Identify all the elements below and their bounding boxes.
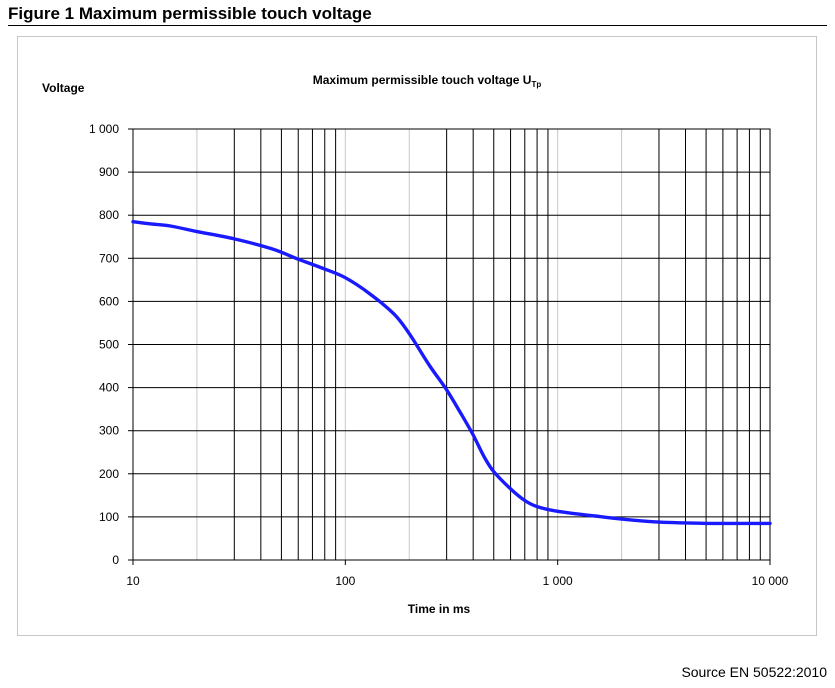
x-tick-label: 10 bbox=[126, 574, 140, 588]
y-tick-label: 900 bbox=[99, 165, 119, 179]
y-tick-label: 500 bbox=[99, 338, 119, 352]
figure-title: Figure 1 Maximum permissible touch volta… bbox=[8, 4, 372, 23]
y-tick-label: 800 bbox=[99, 208, 119, 222]
y-axis-label: Voltage bbox=[42, 81, 85, 95]
y-tick-label: 300 bbox=[99, 424, 119, 438]
x-axis-label: Time in ms bbox=[408, 602, 471, 616]
major-gridlines bbox=[133, 129, 770, 560]
y-tick-label: 400 bbox=[99, 381, 119, 395]
x-tick-labels: 10 100 1 000 10 000 bbox=[126, 560, 789, 588]
x-tick-label: 10 000 bbox=[752, 574, 789, 588]
x-tick-label: 100 bbox=[335, 574, 355, 588]
chart-title: Maximum permissible touch voltage UTp bbox=[313, 73, 542, 89]
y-tick-label: 200 bbox=[99, 467, 119, 481]
title-rule bbox=[8, 25, 827, 26]
chart-frame bbox=[17, 36, 817, 636]
y-tick-label: 0 bbox=[112, 553, 119, 567]
x-tick-label: 1 000 bbox=[543, 574, 573, 588]
y-tick-labels: 0 100 200 300 400 500 600 700 800 900 1 000 bbox=[89, 122, 133, 567]
y-tick-label: 600 bbox=[99, 294, 119, 308]
y-tick-label: 1 000 bbox=[89, 122, 119, 136]
y-tick-label: 700 bbox=[99, 251, 119, 265]
touch-voltage-curve bbox=[131, 220, 772, 526]
chart-title-subscript: Tp bbox=[531, 80, 541, 89]
y-tick-label: 100 bbox=[99, 510, 119, 524]
source-note: Source EN 50522:2010 bbox=[681, 664, 827, 680]
chart-title-main: Maximum permissible touch voltage U bbox=[313, 73, 532, 87]
